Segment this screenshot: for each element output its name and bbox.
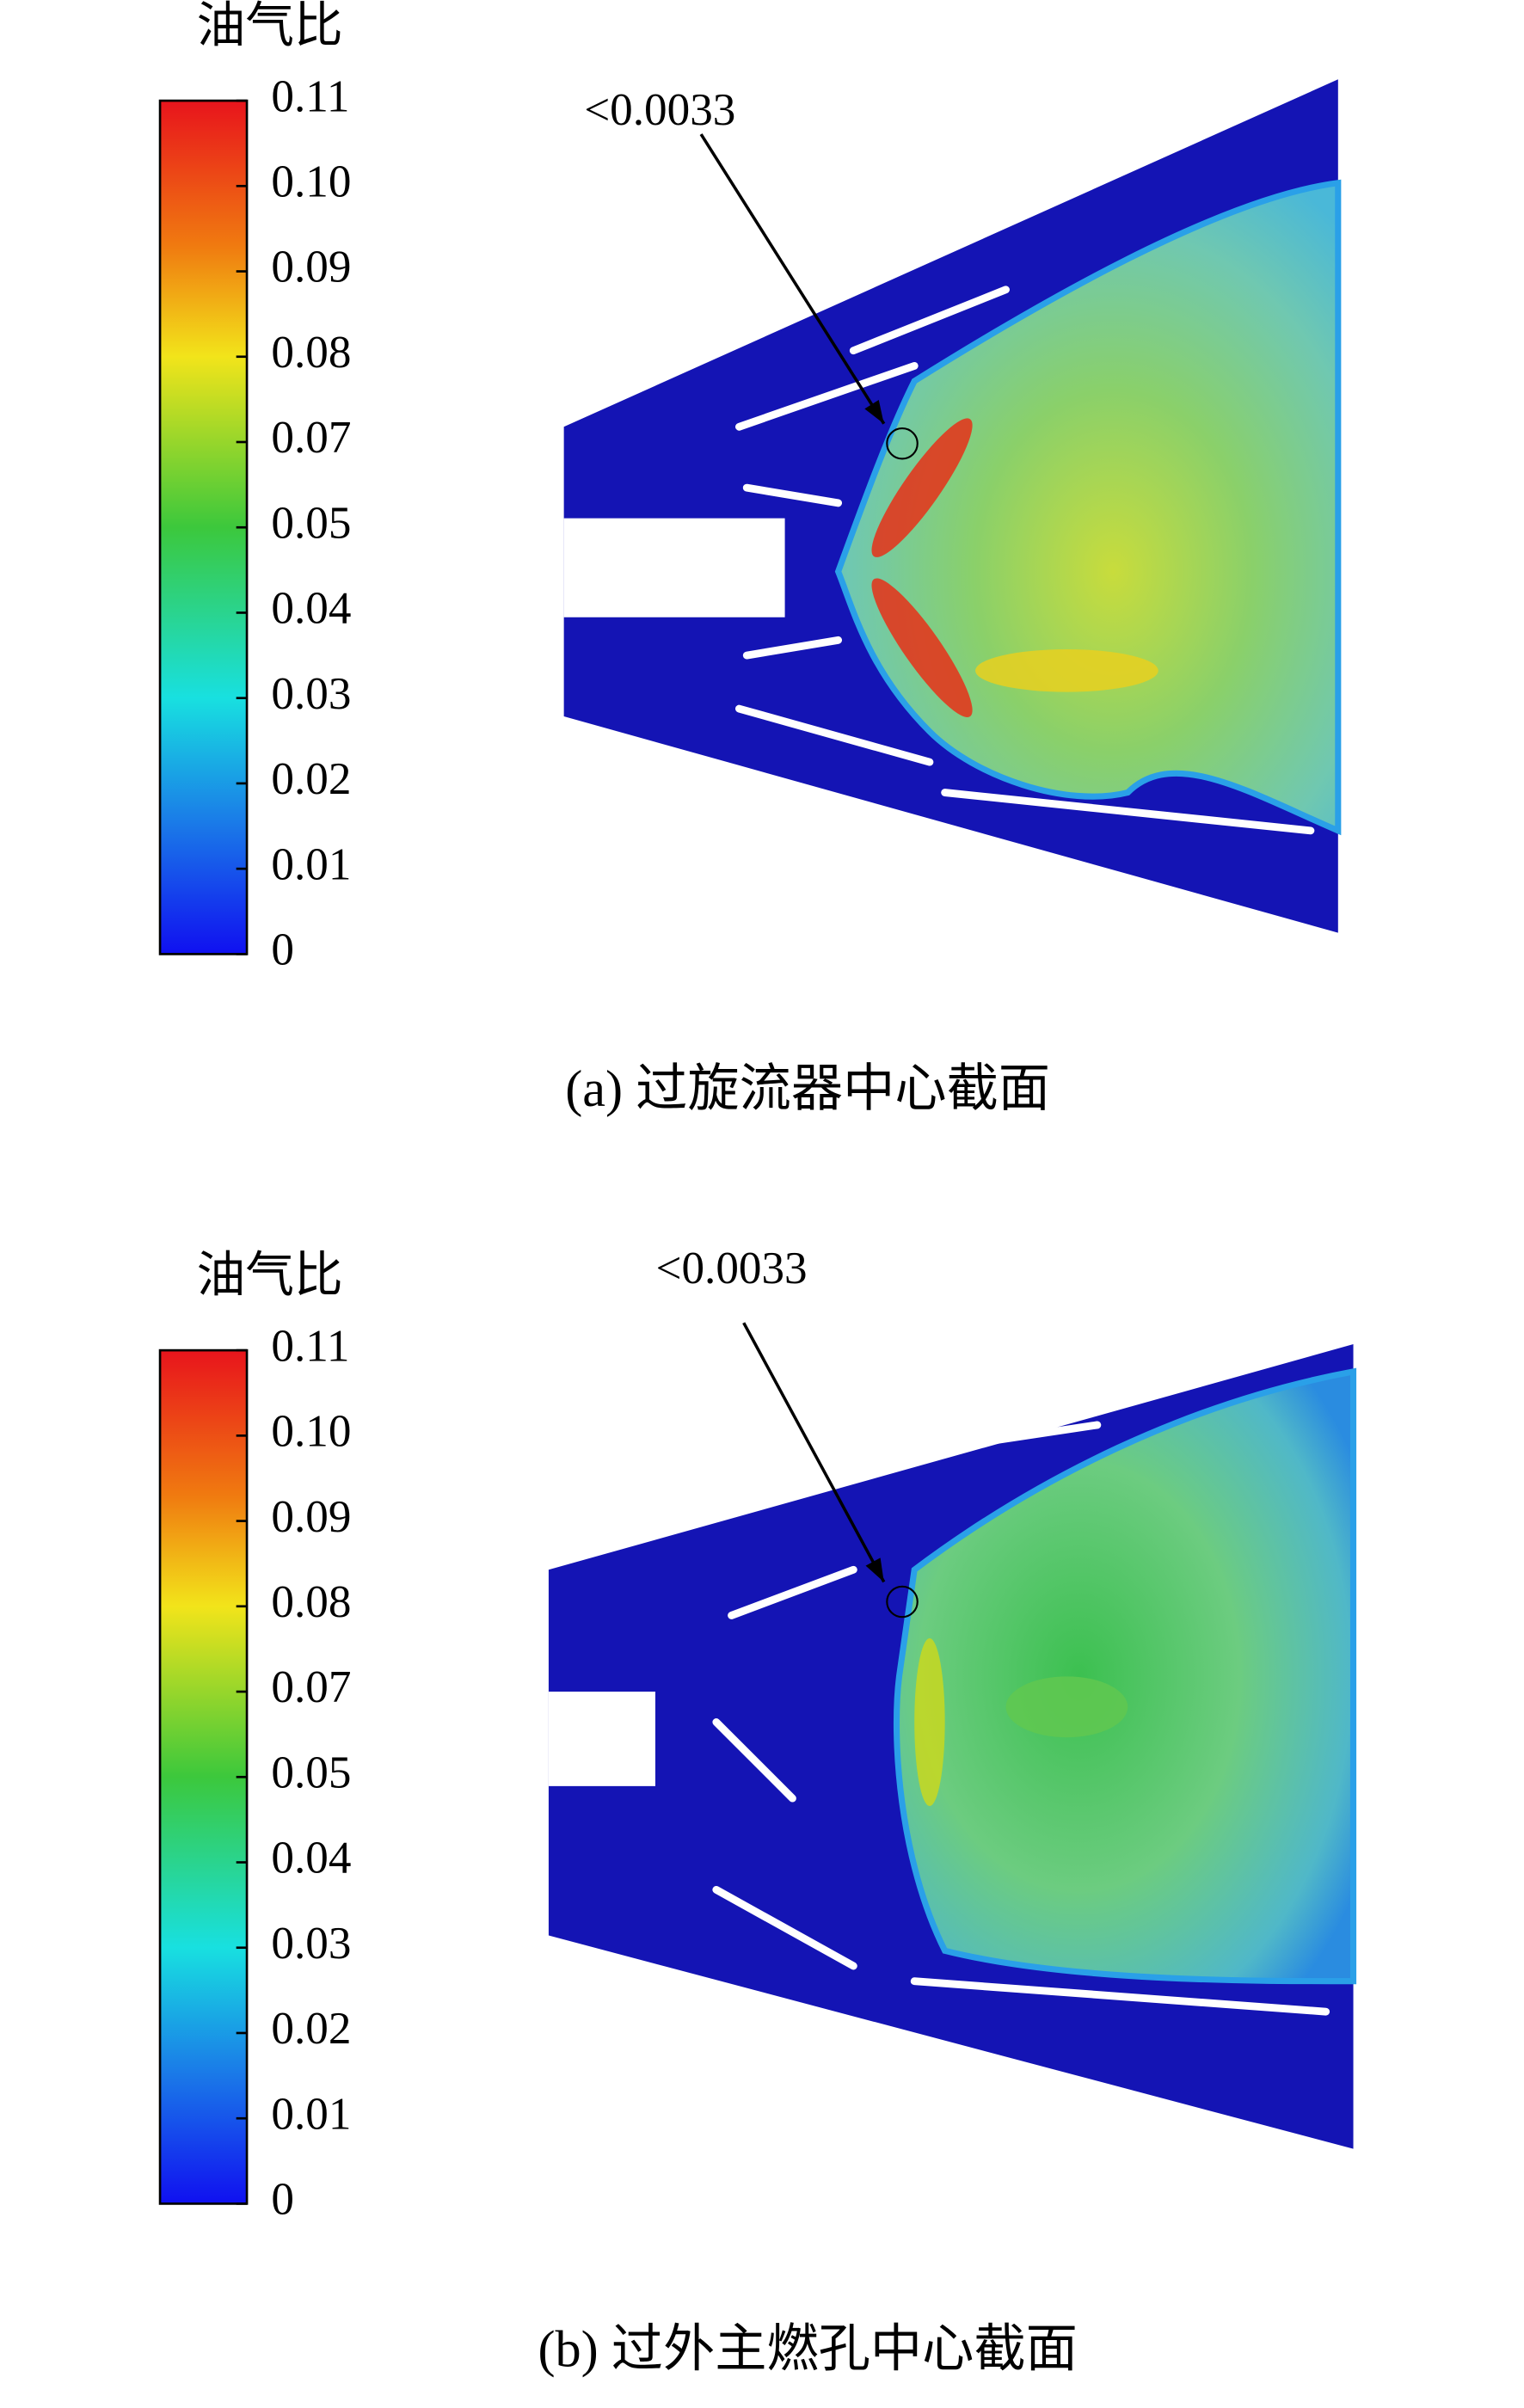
colorbar-tick-label: 0.04 [271, 584, 351, 634]
arrow-head [864, 400, 884, 424]
colorbar-tick-label: 0.11 [271, 1321, 349, 1371]
liner-wall [728, 1565, 857, 1619]
liner-wall [941, 789, 1315, 835]
colorbar-title: 油气比 [197, 1249, 343, 1303]
swirler-body [548, 1692, 655, 1786]
annotation: <0.0033 [584, 85, 735, 135]
hot-zone [871, 578, 973, 717]
colorbar [158, 99, 249, 955]
liner-wall [742, 636, 843, 660]
colorbar-tick-label: 0.09 [271, 1492, 351, 1542]
colorbar [158, 1348, 249, 2205]
colorbar-tick-label: 0.09 [271, 243, 351, 292]
colorbar-tick-label: 0.03 [271, 669, 351, 719]
colorbar-tick-label: 0.05 [271, 1748, 351, 1797]
liner-wall [941, 1421, 1102, 1452]
liner-wall [712, 1718, 796, 1803]
colorbar-tick-label: 0.11 [271, 71, 349, 121]
swirler-body [563, 518, 785, 617]
hot-zone [914, 1638, 945, 1806]
arrow-head [865, 1557, 884, 1582]
liner-wall [712, 1885, 857, 1970]
liner-wall [742, 483, 843, 507]
colorbar-tick-label: 0.08 [271, 328, 351, 378]
colorbar-tick-label: 0.08 [271, 1577, 351, 1627]
colorbar-tick-label: 0.01 [271, 2089, 351, 2139]
colorbar-tick-label: 0 [271, 2175, 294, 2225]
colorbar-tick-label: 0.05 [271, 498, 351, 548]
colorbar-tick-label: 0.07 [271, 1662, 351, 1712]
colorbar-tick-label: 0.07 [271, 413, 351, 463]
flame-region [834, 179, 1342, 836]
colorbar-tick-label: 0.03 [271, 1919, 351, 1969]
liner-wall [849, 286, 1010, 355]
caption: (b) 过外主燃孔中心截面 [538, 2321, 1077, 2379]
colorbar-tick-label: 0 [271, 925, 294, 975]
colorbar-tick-label: 0.02 [271, 754, 351, 804]
marker-circle [886, 427, 919, 460]
hot-zone [975, 648, 1158, 692]
liner-wall [910, 1977, 1330, 2016]
colorbar-tick-label: 0.01 [271, 839, 351, 889]
annotation-arrow [742, 1322, 886, 1583]
colorbar-tick-label: 0.10 [271, 157, 351, 207]
annotation-arrow [699, 133, 886, 425]
colorbar-tick-label: 0.02 [271, 2004, 351, 2054]
hot-zone [871, 418, 973, 557]
flame-region [893, 1367, 1357, 1985]
marker-circle [886, 1585, 919, 1619]
liner-wall [734, 361, 919, 431]
colorbar-tick-label: 0.04 [271, 1834, 351, 1883]
hot-zone [1005, 1676, 1128, 1738]
colorbar-tick-label: 0.10 [271, 1407, 351, 1457]
annotation: <0.0033 [655, 1244, 807, 1293]
caption: (a) 过旋流器中心截面 [565, 1060, 1050, 1118]
liner-wall [734, 704, 934, 766]
colorbar-title: 油气比 [197, 0, 343, 53]
